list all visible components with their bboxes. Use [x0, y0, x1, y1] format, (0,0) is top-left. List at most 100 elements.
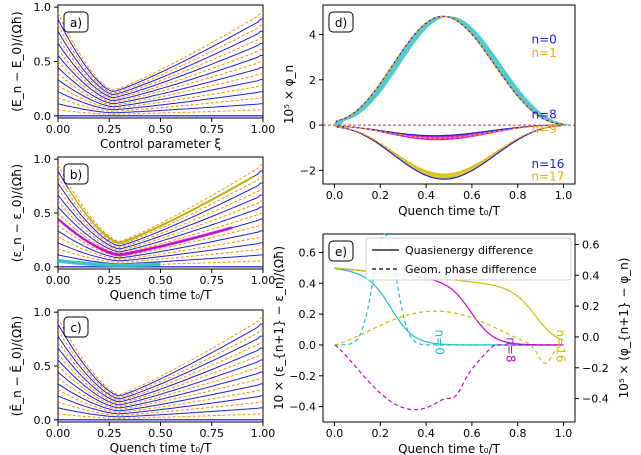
y-tick-label: 0 [309, 119, 316, 132]
x-tick-label: 0.2 [372, 189, 390, 202]
level-line-overlay [57, 25, 263, 94]
series-label: n=16 [531, 157, 564, 171]
x-tick-label: 0.4 [417, 427, 435, 440]
x-tick-label: 0.00 [46, 123, 71, 136]
panel-c-label: c) [63, 316, 89, 338]
legend-entry: Geom. phase difference [405, 263, 537, 276]
level-line [57, 55, 263, 102]
panel-e-frame [322, 233, 576, 423]
level-line [57, 335, 263, 400]
y-axis-label: (E_n − E_0)/(Ωħ) [10, 11, 24, 111]
y-tick-label: 4 [309, 28, 316, 41]
y-tick-label: 1.0 [34, 306, 52, 319]
level-band [58, 258, 161, 268]
panel-label-text: b) [70, 168, 82, 182]
level-line [57, 176, 263, 245]
x-tick-label: 0.0 [326, 427, 344, 440]
level-line [57, 395, 263, 415]
level-line [57, 212, 263, 254]
y-tick-label: 0.0 [34, 110, 52, 123]
y-tick-label-right: 0.2 [582, 300, 600, 313]
panel-label-box [328, 240, 354, 262]
phase-line [334, 124, 564, 180]
level-line [57, 67, 263, 105]
level-line-overlay [57, 401, 263, 416]
x-tick-label: 0.0 [326, 189, 344, 202]
x-tick-label: 0.4 [417, 189, 435, 202]
series-annotation: n=8 [503, 337, 517, 362]
level-line-overlay [57, 377, 263, 410]
y-tick-label: 1.0 [34, 153, 52, 166]
level-line-overlay [57, 353, 263, 404]
y-tick-label: 0.6 [299, 246, 317, 259]
level-line [57, 73, 263, 106]
level-band [58, 217, 233, 257]
level-line [57, 164, 263, 242]
x-tick-label: 0.75 [200, 427, 225, 440]
y-tick-label: 0.5 [34, 207, 52, 220]
y-tick-label-right: 0.6 [582, 238, 600, 251]
legend-box [365, 237, 572, 281]
level-line [57, 109, 263, 115]
level-line-overlay [57, 329, 263, 398]
level-line [57, 103, 263, 114]
panel-d-frame [322, 4, 576, 185]
level-line [57, 218, 263, 256]
phase-diff-line [334, 310, 564, 365]
phase-line [334, 124, 564, 139]
x-tick-label: 1.00 [251, 123, 276, 136]
y-tick-label-right: −0.4 [582, 393, 609, 406]
series-annotation: n=16 [554, 330, 568, 363]
series-label: n=0 [531, 33, 556, 47]
level-line [57, 323, 263, 397]
y-axis-label-right: 10⁵ × (φ_{n+1} − φ_n) [617, 258, 631, 399]
x-tick-label: 0.50 [148, 274, 173, 287]
level-line [57, 347, 263, 403]
x-tick-label: 0.8 [509, 427, 527, 440]
level-line [57, 18, 263, 92]
y-tick-label: 0.4 [299, 277, 317, 290]
x-tick-label: 0.75 [200, 123, 225, 136]
phase-line [334, 124, 564, 176]
panel-label-box [63, 11, 89, 33]
level-line [57, 236, 263, 260]
y-axis-label: (Ē_n − Ē_0)/(Ωħ) [10, 316, 24, 416]
legend: Quasienergy difference Geom. phase differ… [365, 237, 572, 281]
level-line-overlay [57, 49, 263, 100]
panel-label-box [328, 11, 354, 33]
level-line [57, 230, 263, 259]
y-tick-label: −2 [300, 164, 316, 177]
y-tick-label: 0.5 [34, 360, 52, 373]
level-line [57, 254, 263, 265]
x-axis-label: Quench time t₀/T [110, 441, 213, 455]
x-tick-label: 1.0 [555, 189, 573, 202]
panel-label-text: d) [335, 16, 347, 30]
level-line [57, 206, 263, 253]
level-line [57, 91, 263, 111]
y-tick-label-right: 0.0 [582, 331, 600, 344]
x-tick-label: 1.0 [555, 427, 573, 440]
x-tick-label: 0.8 [509, 189, 527, 202]
level-line-overlay [57, 200, 263, 251]
y-axis-label: (ε_n − ε_0)/(Ωħ) [10, 164, 24, 262]
level-line [57, 413, 263, 419]
y-tick-label-right: −0.2 [582, 362, 609, 375]
y-tick-label: 0.0 [299, 339, 317, 352]
x-tick-label: 0.2 [372, 427, 390, 440]
x-axis-label: Quench time t₀/T [110, 288, 213, 302]
x-axis-label: Quench time t₀/T [398, 204, 501, 218]
x-tick-label: 0.25 [97, 427, 122, 440]
level-line [57, 242, 263, 262]
y-tick-label: 2 [309, 74, 316, 87]
x-tick-label: 0.25 [97, 123, 122, 136]
level-line [57, 30, 263, 96]
level-line [57, 48, 263, 100]
y-tick-label: 0.0 [34, 261, 52, 274]
level-line-overlay [57, 97, 263, 112]
panel-label-text: e) [335, 245, 347, 259]
phase-diff-line [334, 344, 564, 411]
panel-label-box [63, 316, 89, 338]
x-tick-label: 0.25 [97, 274, 122, 287]
y-tick-label: −0.2 [289, 370, 316, 383]
